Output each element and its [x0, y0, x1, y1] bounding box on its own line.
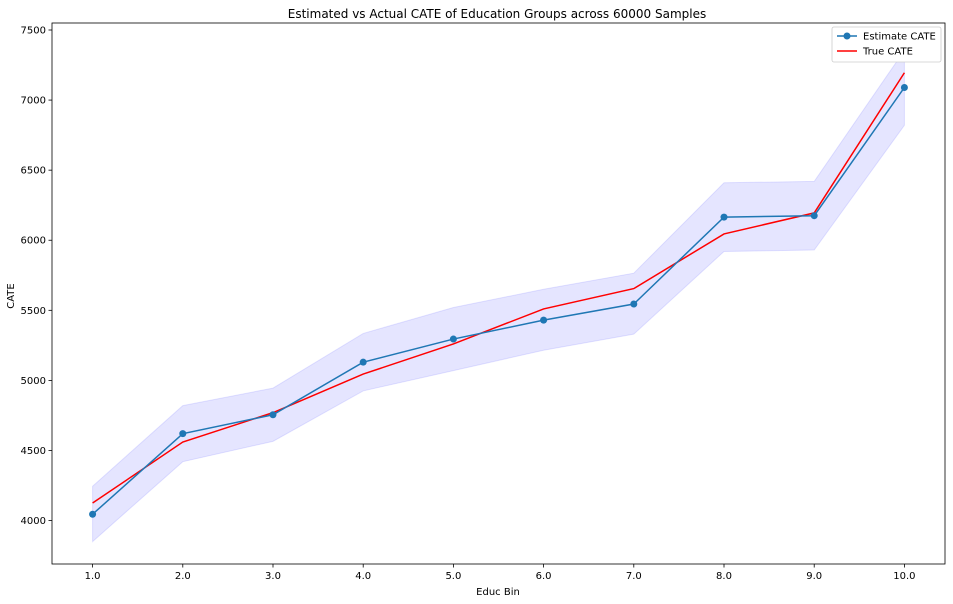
x-tick-label: 6.0	[536, 571, 552, 582]
estimate-cate-point	[179, 430, 187, 438]
estimate-cate-point	[630, 300, 638, 308]
series-line-estimate-cate	[92, 87, 906, 515]
estimate-cate-point	[359, 358, 367, 366]
estimate-cate-point	[449, 335, 457, 343]
estimate-cate-point	[269, 411, 277, 419]
legend-label-estimate-cate: Estimate CATE	[863, 32, 936, 43]
estimate-cate-point	[900, 83, 908, 91]
estimate-cate-point	[540, 316, 548, 324]
plot-area	[89, 48, 908, 543]
y-axis-ticks: 4000 4500 5000 5500 6000 6500 7000 7500	[21, 26, 52, 527]
y-tick-label: 5500	[21, 306, 46, 317]
y-tick-label: 6500	[21, 166, 46, 177]
legend-label-true-cate: True CATE	[862, 47, 913, 58]
estimate-cate-point	[810, 212, 818, 220]
x-tick-label: 4.0	[355, 571, 371, 582]
estimate-cate-point	[89, 510, 97, 518]
x-tick-label: 9.0	[806, 571, 822, 582]
y-tick-label: 7500	[21, 26, 46, 37]
y-tick-label: 5000	[21, 376, 46, 387]
x-tick-label: 7.0	[626, 571, 642, 582]
axes-frame	[51, 22, 946, 565]
x-axis-label: Educ Bin	[476, 587, 520, 598]
confidence-band	[92, 48, 905, 543]
y-tick-label: 7000	[21, 96, 46, 107]
x-axis-ticks: 1.0 2.0 3.0 4.0 5.0 6.0 7.0 8.0 9.0 10.0	[85, 564, 916, 582]
series-line-true-cate	[92, 72, 906, 504]
estimate-cate-points	[89, 83, 908, 518]
x-tick-label: 8.0	[716, 571, 732, 582]
legend-marker-estimate-cate	[843, 32, 851, 40]
y-tick-label: 4000	[21, 516, 46, 527]
x-tick-label: 10.0	[893, 571, 915, 582]
x-tick-label: 2.0	[175, 571, 191, 582]
y-tick-label: 4500	[21, 446, 46, 457]
x-tick-label: 3.0	[265, 571, 281, 582]
y-tick-label: 6000	[21, 236, 46, 247]
x-tick-label: 1.0	[85, 571, 101, 582]
legend: Estimate CATE True CATE	[831, 26, 942, 63]
x-tick-label: 5.0	[445, 571, 461, 582]
legend-box	[831, 26, 942, 63]
chart-title: Estimated vs Actual CATE of Education Gr…	[288, 7, 706, 21]
estimate-cate-point	[720, 213, 728, 221]
y-axis-label: CATE	[6, 283, 17, 308]
